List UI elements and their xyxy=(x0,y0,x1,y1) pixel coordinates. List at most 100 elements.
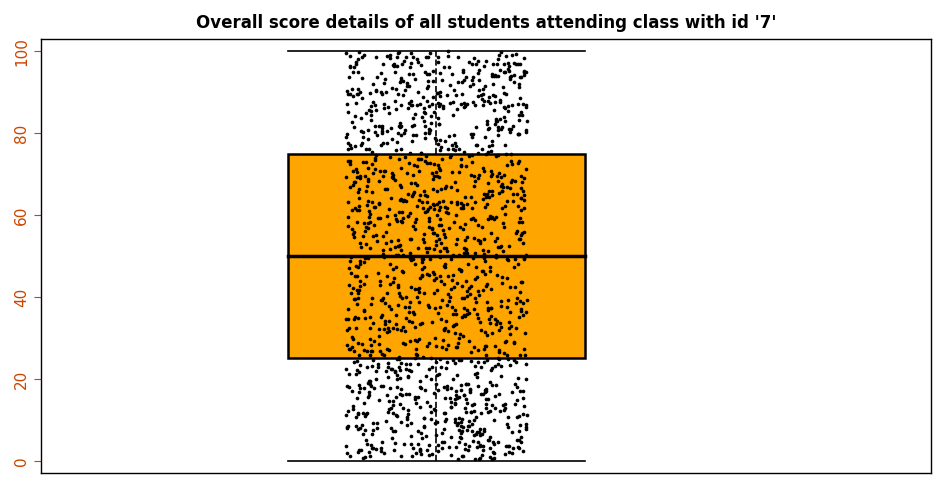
Point xyxy=(420,82,435,90)
Point xyxy=(363,300,379,308)
Point xyxy=(448,142,464,150)
Point xyxy=(444,384,459,392)
Point xyxy=(338,50,353,57)
Point xyxy=(445,145,460,152)
Point xyxy=(431,100,447,108)
Point xyxy=(447,92,463,99)
Point xyxy=(498,420,514,428)
Point xyxy=(438,182,453,189)
Point xyxy=(488,117,503,125)
Point xyxy=(451,168,466,176)
Point xyxy=(444,169,459,176)
Point xyxy=(504,388,519,395)
Point xyxy=(377,79,392,87)
Point xyxy=(352,239,367,246)
Point xyxy=(388,251,403,259)
Point xyxy=(495,279,510,287)
Point xyxy=(466,431,481,438)
Point xyxy=(379,417,394,425)
Point xyxy=(424,318,439,326)
Point xyxy=(410,155,425,163)
Point xyxy=(340,139,355,147)
Point xyxy=(478,386,493,394)
Point xyxy=(443,293,458,300)
Point xyxy=(351,446,366,454)
Point xyxy=(500,442,515,450)
Point xyxy=(388,262,403,270)
Point xyxy=(369,74,384,81)
Point xyxy=(506,356,521,363)
Point xyxy=(378,75,393,83)
Point xyxy=(361,448,376,456)
Point xyxy=(421,128,436,136)
Point xyxy=(432,143,447,150)
Point xyxy=(517,165,532,172)
Point xyxy=(455,332,470,340)
Point xyxy=(419,84,434,92)
Point xyxy=(434,76,449,84)
Point xyxy=(414,272,430,280)
Point xyxy=(517,101,532,109)
Point xyxy=(466,407,481,415)
Point xyxy=(404,452,419,460)
Point xyxy=(491,348,506,356)
Point xyxy=(508,299,523,307)
Point xyxy=(414,265,430,273)
Point xyxy=(416,134,431,142)
Point xyxy=(480,148,495,156)
Point xyxy=(492,319,507,327)
Point xyxy=(364,426,379,434)
Point xyxy=(510,202,525,209)
Point xyxy=(363,347,379,355)
Point xyxy=(510,60,525,68)
Point xyxy=(468,298,483,305)
Point xyxy=(342,345,357,353)
Point xyxy=(431,198,447,206)
Point xyxy=(359,440,374,448)
Point xyxy=(388,320,403,328)
Point xyxy=(414,235,430,243)
Point xyxy=(340,145,355,152)
Point xyxy=(396,57,412,65)
Point xyxy=(377,351,392,359)
Point xyxy=(439,357,454,365)
Point xyxy=(518,128,533,135)
Point xyxy=(512,111,527,119)
Point xyxy=(365,169,380,177)
Point xyxy=(494,273,509,281)
Point xyxy=(381,109,396,117)
Point xyxy=(493,182,508,189)
Point xyxy=(484,187,499,195)
Point xyxy=(466,294,481,302)
Point xyxy=(480,125,496,133)
Point xyxy=(453,100,468,108)
Point xyxy=(401,390,416,398)
Point xyxy=(419,97,434,105)
Point xyxy=(452,161,467,169)
Point xyxy=(375,311,390,319)
Point xyxy=(349,366,364,374)
Point xyxy=(471,442,486,450)
Point xyxy=(456,99,471,107)
Point xyxy=(516,255,531,263)
Point xyxy=(447,443,463,451)
Point xyxy=(458,162,473,170)
Point xyxy=(461,380,476,388)
Point xyxy=(424,100,439,108)
Point xyxy=(379,185,395,193)
Point xyxy=(408,450,423,457)
Point xyxy=(483,381,498,389)
Point xyxy=(342,73,357,81)
Point xyxy=(420,53,435,60)
Point xyxy=(421,441,436,449)
Point xyxy=(347,178,362,186)
Point xyxy=(481,453,497,461)
Point xyxy=(464,151,479,159)
Point xyxy=(468,413,483,421)
Point xyxy=(416,414,431,422)
Point xyxy=(430,121,446,129)
Point xyxy=(350,411,365,418)
Point xyxy=(382,280,397,288)
Point xyxy=(432,89,447,96)
Point xyxy=(420,301,435,309)
